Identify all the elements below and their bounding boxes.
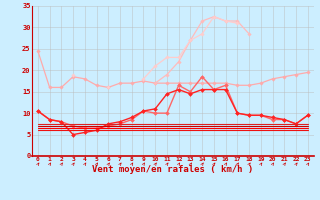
X-axis label: Vent moyen/en rafales ( km/h ): Vent moyen/en rafales ( km/h ) xyxy=(92,165,253,174)
